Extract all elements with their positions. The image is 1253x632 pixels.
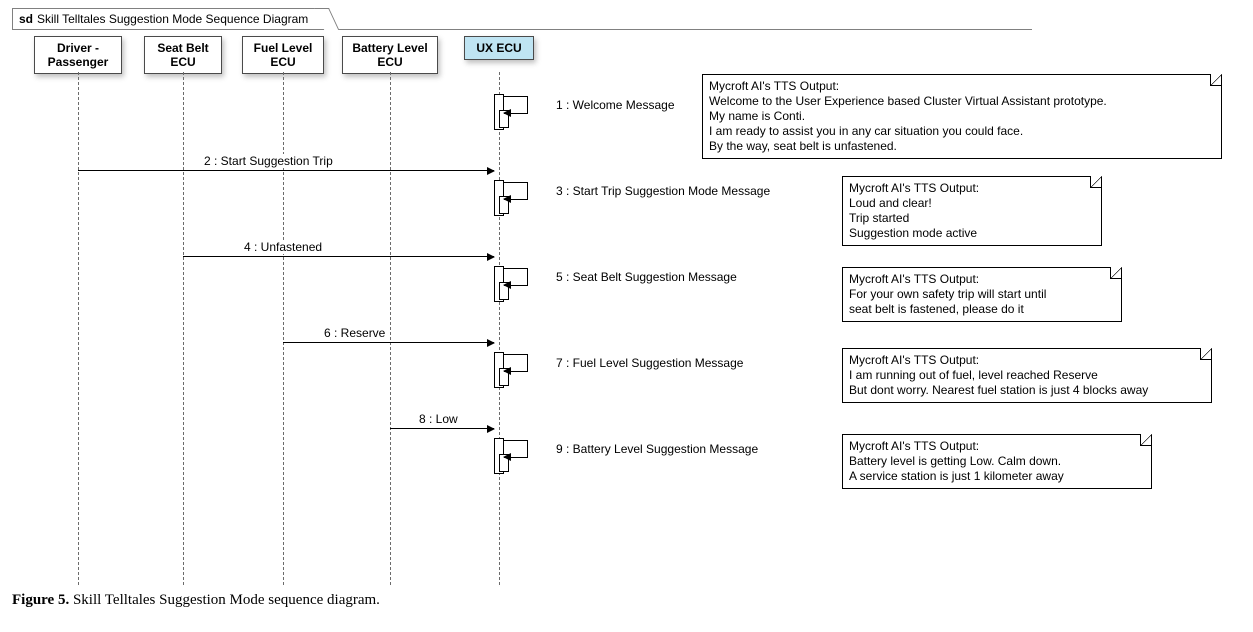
tts-note-line: seat belt is fastened, please do it bbox=[849, 302, 1113, 317]
figure-caption-text: Skill Telltales Suggestion Mode sequence… bbox=[73, 592, 380, 608]
tts-note-line: By the way, seat belt is unfastened. bbox=[709, 139, 1213, 154]
note-dogear-icon bbox=[1090, 176, 1102, 188]
participant-label-line2: ECU bbox=[251, 55, 315, 69]
sequence-diagram: sd Skill Telltales Suggestion Mode Sequen… bbox=[12, 8, 1241, 588]
tts-note-line: For your own safety trip will start unti… bbox=[849, 287, 1113, 302]
note-dogear-icon bbox=[1210, 74, 1222, 86]
message-7-self-loop bbox=[504, 354, 528, 372]
tts-note-line: Battery level is getting Low. Calm down. bbox=[849, 454, 1143, 469]
message-6-arrow bbox=[283, 342, 494, 343]
participant-label-line1: UX ECU bbox=[473, 41, 525, 55]
sd-title: Skill Telltales Suggestion Mode Sequence… bbox=[37, 12, 308, 26]
participant-fuel: Fuel LevelECU bbox=[242, 36, 324, 74]
message-1-self-loop bbox=[504, 96, 528, 114]
participant-uxecu: UX ECU bbox=[464, 36, 534, 60]
participant-label-line1: Driver - bbox=[43, 41, 113, 55]
note-dogear-icon bbox=[1200, 348, 1212, 360]
tts-note-title: Mycroft AI's TTS Output: bbox=[849, 272, 1113, 287]
message-6-label: 6 : Reserve bbox=[322, 326, 387, 340]
participant-label-line2: Passenger bbox=[43, 55, 113, 69]
note-dogear-icon bbox=[1110, 267, 1122, 279]
lifeline-fuel bbox=[283, 72, 284, 585]
message-3-label: 3 : Start Trip Suggestion Mode Message bbox=[554, 184, 772, 198]
message-2-label: 2 : Start Suggestion Trip bbox=[202, 154, 335, 168]
message-8-arrow bbox=[390, 428, 494, 429]
lifeline-battery bbox=[390, 72, 391, 585]
message-3-self-loop bbox=[504, 182, 528, 200]
message-7-label: 7 : Fuel Level Suggestion Message bbox=[554, 356, 745, 370]
tts-note-line: Welcome to the User Experience based Clu… bbox=[709, 94, 1213, 109]
tts-note-2: Mycroft AI's TTS Output:Loud and clear!T… bbox=[842, 176, 1102, 246]
sd-prefix: sd bbox=[19, 12, 33, 26]
tts-note-title: Mycroft AI's TTS Output: bbox=[849, 181, 1093, 196]
lifeline-driver bbox=[78, 72, 79, 585]
diagram-stage: Driver -PassengerSeat BeltECUFuel LevelE… bbox=[12, 30, 1241, 585]
tts-note-title: Mycroft AI's TTS Output: bbox=[709, 79, 1213, 94]
note-dogear-icon bbox=[1140, 434, 1152, 446]
tts-note-line: A service station is just 1 kilometer aw… bbox=[849, 469, 1143, 484]
tts-note-line: Suggestion mode active bbox=[849, 226, 1093, 241]
sd-frame-tab: sd Skill Telltales Suggestion Mode Sequen… bbox=[12, 8, 328, 30]
message-9-label: 9 : Battery Level Suggestion Message bbox=[554, 442, 760, 456]
tts-note-line: But dont worry. Nearest fuel station is … bbox=[849, 383, 1203, 398]
tts-note-line: I am running out of fuel, level reached … bbox=[849, 368, 1203, 383]
figure-number: Figure 5. bbox=[12, 592, 69, 608]
message-8-label: 8 : Low bbox=[417, 412, 460, 426]
tts-note-line: Trip started bbox=[849, 211, 1093, 226]
tts-note-line: My name is Conti. bbox=[709, 109, 1213, 124]
message-4-label: 4 : Unfastened bbox=[242, 240, 324, 254]
lifeline-uxecu bbox=[499, 72, 500, 585]
message-5-label: 5 : Seat Belt Suggestion Message bbox=[554, 270, 739, 284]
message-2-arrow bbox=[78, 170, 494, 171]
participant-battery: Battery LevelECU bbox=[342, 36, 438, 74]
tts-note-1: Mycroft AI's TTS Output:Welcome to the U… bbox=[702, 74, 1222, 159]
participant-label-line1: Seat Belt bbox=[153, 41, 213, 55]
message-1-label: 1 : Welcome Message bbox=[554, 98, 677, 112]
tts-note-title: Mycroft AI's TTS Output: bbox=[849, 353, 1203, 368]
message-5-self-loop bbox=[504, 268, 528, 286]
figure-caption: Figure 5. Skill Telltales Suggestion Mod… bbox=[12, 592, 1241, 609]
participant-label-line1: Battery Level bbox=[351, 41, 429, 55]
tts-note-line: I am ready to assist you in any car situ… bbox=[709, 124, 1213, 139]
participant-seatbelt: Seat BeltECU bbox=[144, 36, 222, 74]
lifeline-seatbelt bbox=[183, 72, 184, 585]
participant-label-line2: ECU bbox=[153, 55, 213, 69]
message-4-arrow bbox=[183, 256, 494, 257]
message-9-self-loop bbox=[504, 440, 528, 458]
tts-note-title: Mycroft AI's TTS Output: bbox=[849, 439, 1143, 454]
participant-driver: Driver -Passenger bbox=[34, 36, 122, 74]
participant-label-line2: ECU bbox=[351, 55, 429, 69]
tts-note-4: Mycroft AI's TTS Output:I am running out… bbox=[842, 348, 1212, 403]
tts-note-3: Mycroft AI's TTS Output:For your own saf… bbox=[842, 267, 1122, 322]
tts-note-line: Loud and clear! bbox=[849, 196, 1093, 211]
participant-label-line1: Fuel Level bbox=[251, 41, 315, 55]
tts-note-5: Mycroft AI's TTS Output:Battery level is… bbox=[842, 434, 1152, 489]
